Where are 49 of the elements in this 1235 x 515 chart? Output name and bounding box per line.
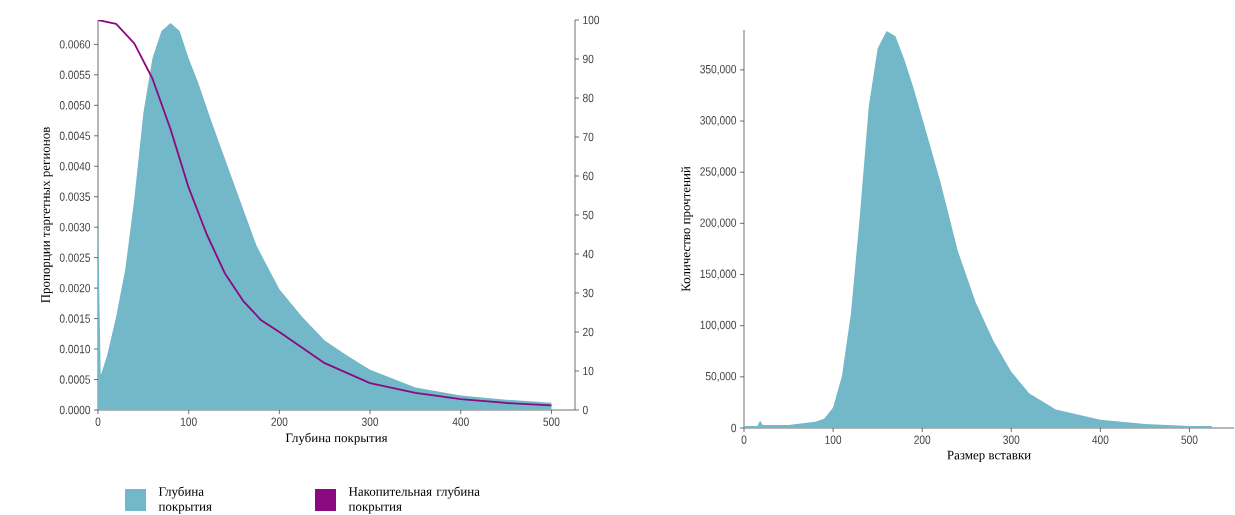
y-axis-title: Количество прочтений	[681, 166, 693, 292]
x-tick-label: 400	[1092, 435, 1109, 444]
y-tick-label: 0.0025	[59, 253, 91, 262]
y2-tick-label: 70	[583, 132, 594, 142]
y2-tick-label: 40	[582, 249, 594, 259]
x-tick-label: 300	[361, 417, 379, 426]
y-tick-label: 50,000	[705, 371, 737, 382]
y-tick-label: 0.0040	[59, 162, 91, 171]
y-tick-label: 0.0010	[59, 344, 91, 354]
y-tick-label: 0.0060	[59, 40, 91, 49]
x-tick-label: 0	[741, 435, 747, 444]
y2-tick-label: 30	[582, 288, 594, 298]
y2-tick-label: 90	[583, 54, 594, 64]
y-tick-label: 0.0045	[59, 131, 91, 141]
x-tick-label: 200	[271, 417, 288, 426]
y-tick-label: 250,000	[700, 167, 737, 178]
y-tick-label: 200,000	[700, 218, 737, 229]
x-tick-label: 300	[1003, 435, 1020, 444]
y2-tick-label: 100	[583, 15, 600, 25]
x-tick-label: 100	[180, 417, 197, 426]
y-tick-label: 0.0020	[59, 283, 91, 293]
y2-tick-label: 50	[582, 210, 594, 220]
y-tick-label: 350,000	[700, 64, 737, 75]
y-tick-label: 0.0050	[59, 101, 91, 110]
y-tick-label: 150,000	[700, 269, 737, 280]
x-tick-label: 200	[914, 435, 931, 444]
x-tick-label: 400	[452, 417, 469, 426]
y-tick-label: 0.0030	[59, 222, 91, 232]
x-axis-title: Глубина покрытия	[285, 432, 388, 445]
legend-label: Накопительная глубина покрытия	[348, 486, 480, 514]
y-tick-label: 100,000	[700, 320, 737, 331]
y-tick-label: 0.0015	[59, 314, 91, 323]
y2-tick-label: 80	[582, 93, 594, 103]
legend-label: Глубина покрытия	[158, 486, 212, 514]
y-axis-title: Пропорции таргетных регионов	[41, 127, 53, 303]
y2-tick-label: 20	[583, 327, 594, 337]
y-tick-label: 0.0000	[59, 405, 91, 415]
x-tick-label: 100	[825, 435, 842, 444]
y2-tick-label: 60	[583, 171, 594, 181]
y-tick-label: 0.0005	[59, 375, 91, 384]
x-tick-label: 500	[1181, 435, 1198, 444]
x-axis-title: Размер вставки	[947, 450, 1031, 463]
y-tick-label: 0.0055	[59, 70, 91, 80]
y2-tick-label: 10	[583, 366, 594, 376]
y2-tick-label: 0	[582, 405, 588, 415]
y-tick-label: 0.0035	[59, 192, 91, 201]
x-tick-label: 0	[95, 417, 101, 426]
x-tick-label: 500	[543, 417, 560, 426]
y-tick-label: 300,000	[700, 116, 737, 126]
